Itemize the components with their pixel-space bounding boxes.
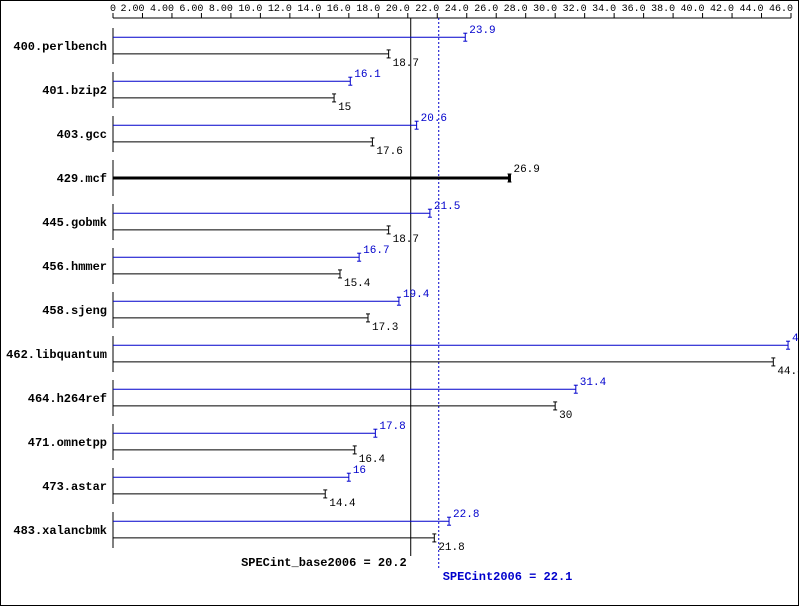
benchmark-label: 400.perlbench [13,40,107,54]
x-tick-label: 2.00 [120,4,144,15]
benchmark-row: 456.hmmer 16.7 15.4 [42,245,389,290]
benchmark-label: 471.omnetpp [28,436,107,450]
value-peak: 45.8 [792,333,799,345]
spec-benchmark-chart: 0 2.00 4.00 6.00 8.00 10.0 12.0 14.0 16.0 18.0 20.… [0,0,799,606]
value-peak: 31.4 [580,377,607,389]
benchmark-row: 400.perlbench 23.9 18.7 [13,25,495,70]
x-tick-label: 16.0 [327,4,351,15]
x-tick-label: 24.0 [445,4,469,15]
summary-base: SPECint_base2006 = 20.2 [241,556,407,570]
value-base: 18.7 [393,58,419,70]
x-tick-label: 22.0 [415,4,439,15]
x-tick-label: 28.0 [504,4,528,15]
x-tick-label: 36.0 [622,4,646,15]
value-base: 15.4 [344,278,371,290]
value-base: 17.6 [376,146,402,158]
benchmark-label: 464.h264ref [28,392,107,406]
x-tick-label: 4.00 [150,4,174,15]
x-tick-label: 34.0 [592,4,616,15]
x-tick-label: 46.0 [769,4,793,15]
benchmark-row: 471.omnetpp 17.8 16.4 [28,421,406,466]
value-peak: 16.7 [363,245,389,257]
x-tick-label: 32.0 [563,4,587,15]
value-peak: 22.8 [453,509,479,521]
x-tick-label: 6.00 [179,4,203,15]
frame [1,1,799,606]
x-tick-label: 38.0 [651,4,675,15]
value-peak: 17.8 [379,421,405,433]
benchmark-row: 458.sjeng 19.4 17.3 [42,289,430,334]
value-peak: 20.6 [421,113,447,125]
x-tick-label: 10.0 [238,4,262,15]
value-base: 16.4 [359,454,386,466]
benchmark-label: 473.astar [42,480,107,494]
benchmark-label: 445.gobmk [42,216,107,230]
benchmark-row: 483.xalancbmk 22.8 21.8 [13,509,479,554]
x-tick-label: 20.0 [386,4,410,15]
value-peak: 23.9 [469,25,495,37]
benchmark-row: 473.astar 16 14.4 [42,465,366,510]
value-base: 21.8 [438,542,464,554]
benchmark-label: 462.libquantum [6,348,107,362]
x-tick-label: 18.0 [356,4,380,15]
benchmark-label: 458.sjeng [42,304,107,318]
value-peak: 16 [353,465,366,477]
x-tick-label: 30.0 [533,4,557,15]
value-single: 26.9 [513,164,539,176]
value-base: 30 [559,410,572,422]
benchmark-row: 464.h264ref 31.4 30 [28,377,607,422]
value-base: 17.3 [372,322,398,334]
x-tick-label: 44.0 [740,4,764,15]
value-base: 15 [338,102,351,114]
x-tick-label: 42.0 [710,4,734,15]
summary-peak: SPECint2006 = 22.1 [443,570,573,584]
x-tick-label: 8.00 [209,4,233,15]
benchmark-label: 403.gcc [57,128,107,142]
value-peak: 19.4 [403,289,430,301]
benchmark-row: 429.mcf 26.9 [57,160,540,196]
value-peak: 21.5 [434,201,460,213]
benchmark-label: 429.mcf [57,172,107,186]
value-base: 44.8 [777,366,799,378]
x-tick-label: 0 [110,4,116,15]
value-base: 18.7 [393,234,419,246]
benchmark-row: 462.libquantum 45.8 44.8 [6,333,799,378]
benchmark-label: 483.xalancbmk [13,524,107,538]
value-base: 14.4 [329,498,356,510]
benchmark-row: 403.gcc 20.6 17.6 [57,113,447,158]
x-tick-label: 40.0 [681,4,705,15]
x-tick-label: 12.0 [268,4,292,15]
x-tick-label: 14.0 [297,4,321,15]
x-tick-label: 26.0 [474,4,498,15]
value-peak: 16.1 [354,69,381,81]
benchmark-label: 456.hmmer [42,260,107,274]
benchmark-row: 445.gobmk 21.5 18.7 [42,201,460,246]
benchmark-row: 401.bzip2 16.1 15 [42,69,381,114]
benchmark-label: 401.bzip2 [42,84,107,98]
